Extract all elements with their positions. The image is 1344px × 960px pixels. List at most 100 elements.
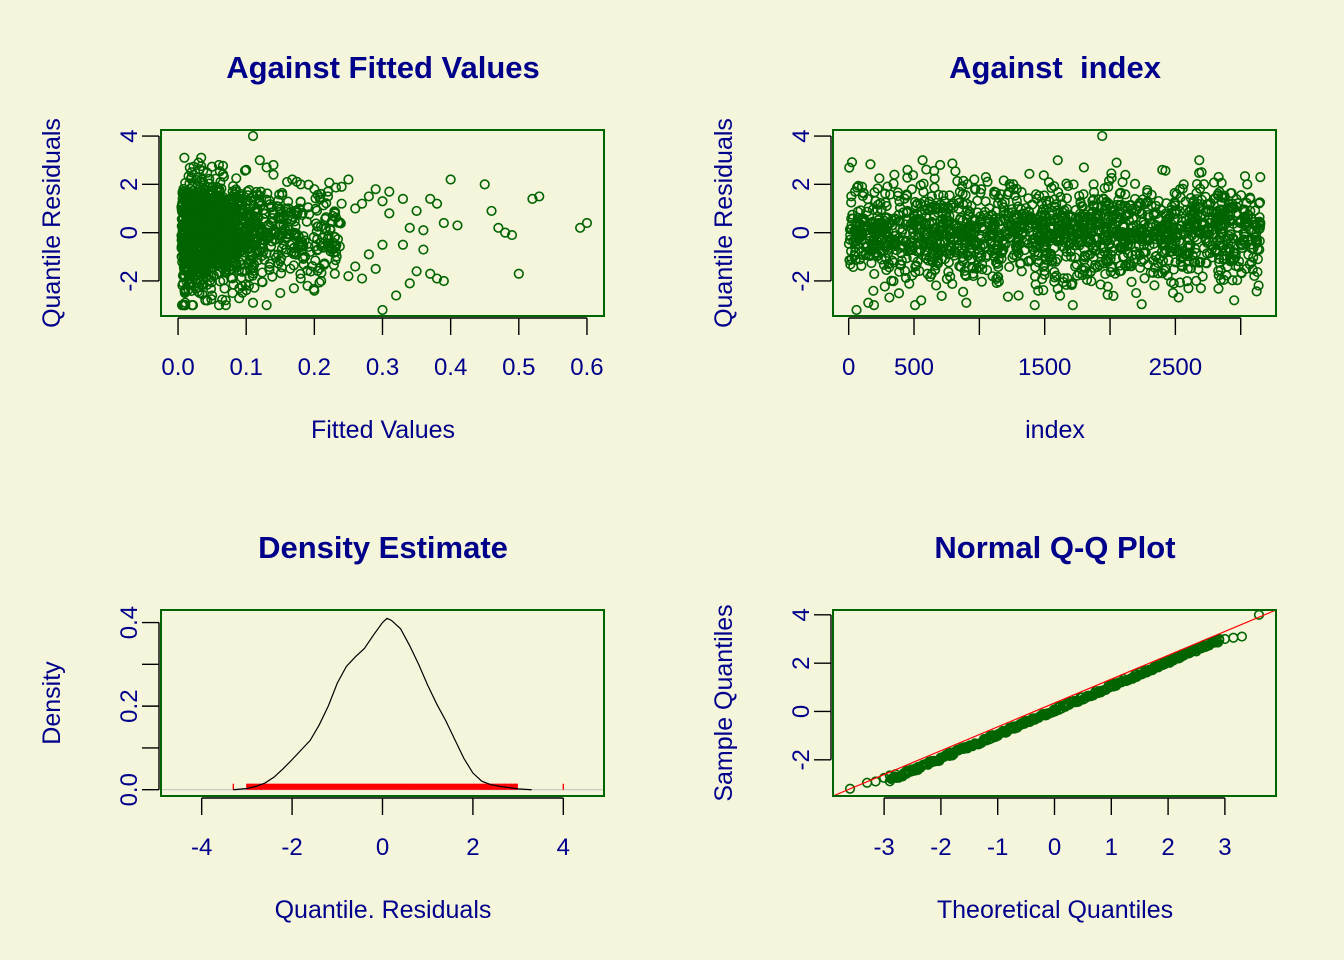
data-point <box>178 214 189 225</box>
data-point <box>1195 256 1206 267</box>
data-point <box>1143 235 1154 246</box>
data-point <box>384 208 395 219</box>
data-point <box>1039 265 1050 277</box>
data-point <box>926 268 937 280</box>
data-point <box>1097 233 1108 244</box>
data-point <box>581 217 593 229</box>
data-point <box>1185 263 1197 274</box>
data-point <box>844 255 855 266</box>
data-point <box>1108 290 1119 301</box>
data-point <box>1187 250 1198 261</box>
data-point <box>868 285 879 296</box>
data-point <box>1153 195 1164 207</box>
y-tick-label: -2 <box>116 270 143 291</box>
data-point <box>328 237 339 248</box>
data-point <box>217 160 229 171</box>
data-point <box>283 196 294 207</box>
data-point <box>220 267 232 278</box>
data-point <box>1079 243 1090 255</box>
data-point <box>257 227 268 239</box>
data-point <box>889 169 900 180</box>
data-point <box>191 228 202 239</box>
data-point <box>404 222 415 233</box>
data-point <box>989 248 1000 259</box>
data-point <box>1200 191 1211 202</box>
data-point <box>176 199 188 210</box>
data-point <box>910 267 921 278</box>
data-point <box>180 297 191 308</box>
data-point <box>1089 262 1100 274</box>
data-point <box>200 241 211 252</box>
x-axis-title: Theoretical Quantiles <box>937 896 1173 924</box>
data-point <box>234 283 245 294</box>
data-point <box>1100 268 1111 280</box>
data-point <box>280 244 292 255</box>
data-point <box>326 216 338 227</box>
data-point <box>874 173 885 184</box>
data-point <box>329 231 341 243</box>
plot-frame <box>160 129 605 317</box>
data-point <box>931 280 942 291</box>
data-point <box>1151 661 1162 672</box>
data-point <box>1095 279 1106 290</box>
data-point <box>370 184 381 195</box>
data-point <box>990 219 1001 230</box>
x-tick-label: 1500 <box>1018 354 1071 381</box>
data-point <box>1088 179 1099 190</box>
data-point <box>207 290 218 301</box>
data-point <box>1093 219 1104 230</box>
data-point <box>384 186 395 197</box>
data-point <box>1094 685 1106 697</box>
data-point <box>1219 218 1230 230</box>
data-point <box>268 169 279 180</box>
data-point <box>227 193 238 205</box>
data-point <box>1071 259 1082 270</box>
x-tick-label: 500 <box>894 354 934 381</box>
data-point <box>1103 198 1114 209</box>
data-point <box>397 239 409 250</box>
y-tick-label: 0 <box>788 705 815 718</box>
data-point <box>218 171 230 182</box>
data-point <box>1217 242 1228 253</box>
data-point <box>945 200 956 211</box>
data-point <box>397 193 409 204</box>
data-point <box>200 238 211 249</box>
data-point <box>295 196 306 207</box>
data-point <box>910 261 921 272</box>
data-point <box>1058 233 1070 244</box>
data-point <box>1183 283 1194 294</box>
data-point <box>935 753 947 764</box>
data-point <box>316 275 327 287</box>
data-point <box>1038 261 1049 272</box>
data-point <box>850 254 861 265</box>
data-point <box>1009 190 1021 201</box>
data-point <box>198 212 209 223</box>
data-point <box>1011 195 1022 206</box>
data-point <box>1039 190 1050 201</box>
x-tick-label: 2 <box>1161 834 1174 861</box>
data-point <box>1157 164 1168 175</box>
data-point <box>1029 300 1040 311</box>
data-point <box>242 237 254 248</box>
data-point <box>1070 205 1081 216</box>
data-point <box>1009 223 1020 234</box>
data-point <box>1139 198 1150 210</box>
data-point <box>235 188 246 200</box>
data-point <box>377 239 388 250</box>
data-point <box>1214 635 1225 646</box>
data-point <box>901 765 912 776</box>
data-point <box>1154 222 1165 233</box>
data-point <box>251 186 262 198</box>
data-point <box>936 290 947 301</box>
data-point <box>1179 228 1191 240</box>
y-tick-label: 4 <box>116 129 143 142</box>
data-point <box>250 221 261 232</box>
data-point <box>900 272 912 284</box>
data-point <box>957 189 968 200</box>
data-point <box>952 176 963 187</box>
data-point <box>269 249 280 260</box>
data-point <box>911 220 922 232</box>
data-point <box>1061 193 1072 204</box>
data-point <box>961 270 972 282</box>
data-point <box>205 283 217 295</box>
